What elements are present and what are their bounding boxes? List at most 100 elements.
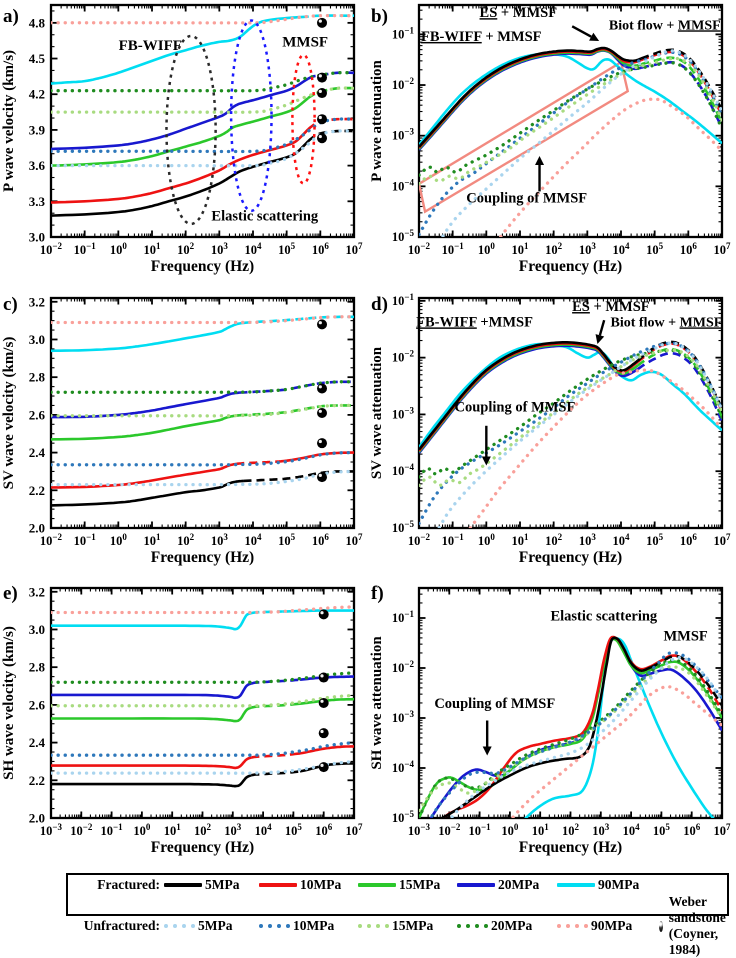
y-tick-label: 2.8 [29,660,46,675]
legend-row-label: Fractured: [97,877,160,892]
weber-sandstone-marker [317,383,328,394]
series-fractured-5mpa [51,140,310,217]
series-fractured-15mpa [419,48,642,150]
x-tick-label: 10−1 [442,532,465,548]
x-tick-label: 100 [478,532,496,548]
x-axis-label-a: Frequency (Hz) [151,258,254,275]
annotation-biot-flow-mmsf: Biot flow + MMSF [609,18,721,33]
y-tick-label: 10−5 [392,809,415,825]
annotation-coupling-of-mmsf: Coupling of MMSF [434,696,555,712]
x-tick-label: 105 [653,822,671,838]
series-unfractured-10mpa [51,740,354,757]
legend-line-sample [358,924,389,928]
x-tick-label: 104 [255,822,273,838]
legend-entry-label: 20MPa [491,918,533,933]
x-tick-label: 100 [110,532,128,548]
series-fractured-5mpa [419,46,642,148]
y-tick-label: 10−3 [392,405,415,421]
y-tick-label: 2.6 [29,697,46,712]
legend-line-sample [457,924,488,928]
x-tick-label: 10−2 [408,241,431,257]
legend-entry-label: 10MPa [300,877,342,892]
legend-line-sample [557,883,595,887]
annotation-ellipse [229,19,273,213]
annotation-arrow [482,720,492,756]
weber-sandstone-marker [317,114,328,125]
x-tick-label: 101 [512,532,530,548]
series-fractured-90mpa [51,611,252,631]
x-tick-label: 105 [646,532,664,548]
series-fractured-15mpa [637,347,722,418]
x-tick-label: 107 [714,532,732,548]
x-tick-label: 107 [346,822,364,838]
x-tick-label: 105 [278,532,296,548]
legend-entry-fractured-90mpa: 90MPa [557,877,653,893]
x-tick-label: 104 [245,532,263,548]
x-tick-label: 104 [613,241,631,257]
y-tick-label: 3.0 [29,622,45,637]
series-fractured-20mpa [419,49,642,151]
series-fractured-10mpa [278,451,354,463]
legend-entry-label: 90MPa [598,877,640,892]
x-tick-label: 102 [194,822,212,838]
x-tick-label: 10−3 [40,822,63,838]
annotation-arrow [571,25,600,41]
legend-line-sample [259,924,290,928]
plot-d: 10−2 10−1 100 101 102 103 104 105 106 107 10−5 10−4… [369,292,732,566]
annotation-mmsf: MMSF [663,629,707,645]
series-unfractured-15mpa [419,348,722,488]
annotation-es-mmsf: ES + MMSF [480,5,558,21]
series-fractured-20mpa [640,61,722,129]
annotation-arrow [595,319,606,344]
x-tick-label: 107 [346,532,364,548]
y-tick-label: 2.2 [29,773,45,788]
legend-entry-unfractured-15mpa: 15MPa [358,918,457,934]
panel-tag-f: f) [371,583,384,604]
series-fractured-15mpa [640,56,722,124]
series-fractured-10mpa [51,756,252,770]
x-tick-label: 106 [680,241,698,257]
x-tick-label: 10−2 [408,532,431,548]
series-unfractured-90mpa [510,684,722,818]
x-tick-label: 10−2 [40,532,63,548]
x-tick-label: 100 [501,822,519,838]
legend-entry-unfractured-10mpa: 10MPa [259,918,358,934]
series-fractured-15mpa [51,706,252,723]
x-tick-label: 106 [315,822,333,838]
legend-line-sample [164,924,195,928]
annotation-elastic-scattering: Elastic scattering [211,208,318,224]
x-tick-label: 106 [683,822,701,838]
series-fractured-10mpa [236,460,279,466]
y-tick-label: 10−2 [392,349,415,365]
y-tick-label: 10−2 [392,76,415,92]
y-axis-label-f: SH wave attenuation [369,636,385,770]
series-unfractured-5mpa [51,129,354,168]
legend-entry-fractured-20mpa: 20MPa [457,877,557,893]
annotation-coupling-of-mmsf: Coupling of MMSF [455,400,576,416]
y-tick-label: 3.6 [29,158,46,173]
weber-sandstone-marker [318,728,329,739]
annotation-fb-wiff: FB-WIFF [119,38,182,54]
series-fractured-15mpa [251,702,296,709]
panel-a: 10−2 10−1 100 101 102 103 104 105 106 107 3.0 3.3 3.… [0,0,368,288]
x-tick-label: 106 [680,532,698,548]
weber-sandstone-marker [317,319,328,330]
plot-c: 10−2 10−1 100 101 102 103 104 105 106 107 2.0 2.2 2.… [1,294,364,566]
legend-entry-fractured-15mpa: 15MPa [358,877,457,893]
legend-entry-label: 15MPa [392,918,434,933]
x-axis-label-b: Frequency (Hz) [519,258,622,275]
series-unfractured-5mpa [440,49,722,237]
panels-grid: 10−2 10−1 100 101 102 103 104 105 106 107 3.0 3.3 3.… [0,0,736,870]
x-axis-label-d: Frequency (Hz) [519,549,622,566]
series-fractured-10mpa [419,47,642,149]
series-unfractured-5mpa [51,469,354,487]
series-unfractured-5mpa [51,759,354,775]
y-tick-label: 10−1 [392,609,415,625]
panel-tag-d: d) [371,294,388,315]
y-tick-label: 10−4 [392,462,415,478]
weber-sandstone-marker [317,438,328,449]
panel-f: 10−3 10−2 10−1 100 101 102 103 104 105 106 107 10−5… [368,577,736,870]
legend-row-label: Unfractured: [83,918,160,933]
x-tick-label: 10−1 [74,532,97,548]
weber-sandstone-marker [317,408,328,418]
